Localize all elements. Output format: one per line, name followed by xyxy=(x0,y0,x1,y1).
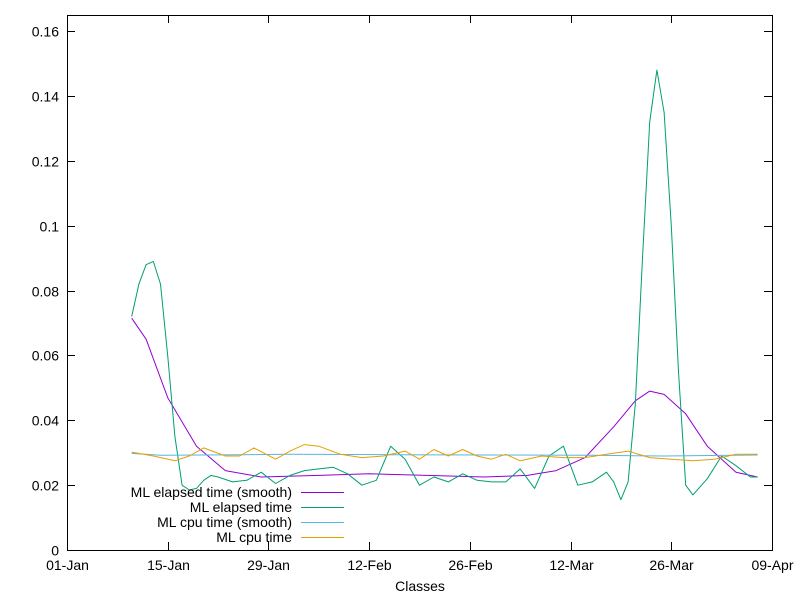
y-tick-label: 0 xyxy=(51,543,59,559)
y-tick-label: 0.12 xyxy=(32,154,59,170)
x-tick-label: 12-Mar xyxy=(549,557,594,573)
y-tick-label: 0.14 xyxy=(32,89,59,105)
legend-label: ML elapsed time (smooth) xyxy=(131,484,292,500)
y-tick-label: 0.08 xyxy=(32,284,59,300)
plot-area-border xyxy=(67,15,773,551)
x-tick-label: 26-Mar xyxy=(649,557,694,573)
x-axis-title: Classes xyxy=(395,578,445,594)
series-line xyxy=(131,317,758,478)
series-line xyxy=(131,69,758,501)
series-layer xyxy=(131,69,758,501)
axis-ticks: 0 0.02 0.04 0.06 0.08 0.1 0.12 0.14 0.16 01-Jan 15… xyxy=(32,15,794,573)
x-tick-label: 15-Jan xyxy=(147,557,190,573)
x-tick-label: 01-Jan xyxy=(46,557,89,573)
x-tick-label: 09-Apr xyxy=(751,557,793,573)
legend: ML elapsed time (smooth)ML elapsed timeM… xyxy=(131,484,344,545)
y-tick-label: 0.02 xyxy=(32,478,59,494)
legend-label: ML elapsed time xyxy=(190,499,292,515)
x-tick-label: 12-Feb xyxy=(347,557,392,573)
y-tick-label: 0.04 xyxy=(32,413,59,429)
y-tick-label: 0.06 xyxy=(32,348,59,364)
y-tick-label: 0.1 xyxy=(40,219,60,235)
series-line xyxy=(131,444,758,462)
legend-label: ML cpu time xyxy=(216,529,292,545)
x-tick-label: 26-Feb xyxy=(448,557,493,573)
legend-label: ML cpu time (smooth) xyxy=(157,514,292,530)
y-tick-label: 0.16 xyxy=(32,24,59,40)
x-tick-label: 29-Jan xyxy=(247,557,290,573)
